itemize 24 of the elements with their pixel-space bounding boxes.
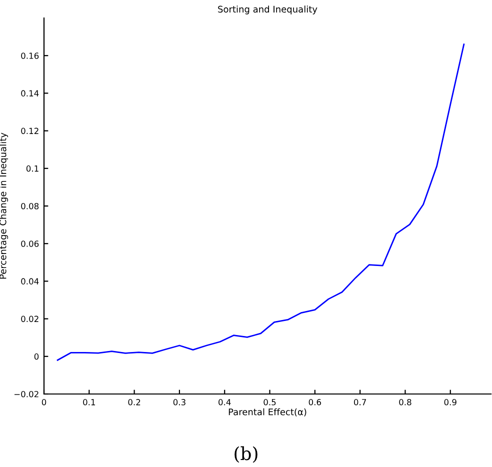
x-tick-label: 0.3 [173,399,186,406]
line-series [56,44,465,361]
y-tick-label: −0.02 [14,390,38,398]
chart-title: Sorting and Inequality [218,6,318,14]
x-tick-label: 0.6 [308,399,322,406]
y-tick-label: 0.08 [21,202,39,210]
x-tick-label: 0.8 [399,399,412,406]
y-tick-label: 0.02 [21,316,38,322]
y-tick-label: 0.12 [21,128,38,134]
text: (b) [234,446,258,463]
y-tick-label: 0.16 [21,52,39,59]
y-tick-label: 0.04 [21,278,39,284]
y-tick-label: 0.06 [21,240,39,247]
x-tick-label: 0.2 [128,399,140,406]
x-axis-title: Parental Effect(α) [228,408,306,416]
x-tick-label: 0.1 [83,399,96,406]
x-tick-label: 0.7 [354,399,366,406]
y-tick-label: 0.1 [26,165,38,172]
y-tick-label: 0.14 [21,90,39,96]
x-tick-label: 0 [42,399,46,406]
x-tick-label: 0.5 [264,399,276,406]
x-tick-label: 0.4 [218,399,231,406]
x-tick-label: 0.9 [444,399,456,406]
y-tick-label: 0 [34,353,39,360]
